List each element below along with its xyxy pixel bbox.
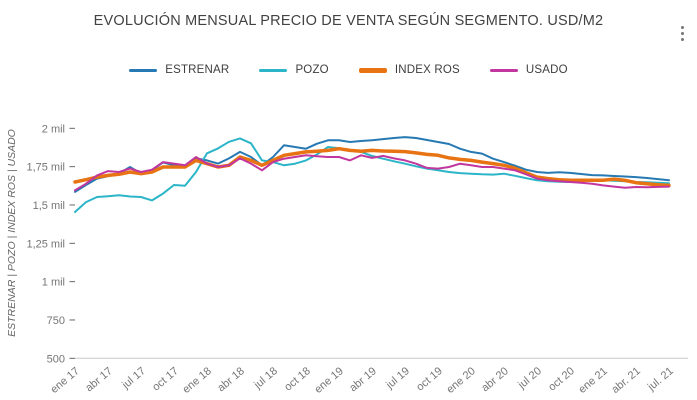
legend-item-index-ros: INDEX ROS — [358, 64, 460, 76]
x-tick-label: abr 20 — [479, 365, 511, 394]
x-tick-label: ene 17 — [48, 365, 81, 396]
x-tick-label: oct 18 — [282, 365, 313, 393]
x-tick-label: oct 17 — [150, 365, 181, 393]
legend-swatch-pozo — [259, 68, 288, 72]
y-tick-label: 1,5 mil — [33, 200, 65, 212]
legend-item-estrenar: ESTRENAR — [129, 64, 229, 76]
x-tick-label: abr 19 — [347, 365, 379, 394]
x-tick-label: jul 20 — [515, 365, 544, 392]
x-tick-label: oct 20 — [546, 365, 577, 393]
x-tick-label: jul. 21 — [645, 365, 676, 394]
y-tick-label: 1,25 mil — [26, 238, 65, 250]
legend-swatch-usado — [489, 68, 518, 72]
legend-label-estrenar: ESTRENAR — [165, 64, 230, 76]
chart-menu-button[interactable] — [673, 20, 691, 46]
y-tick-label: 500 — [47, 353, 65, 365]
chart-title: EVOLUCIÓN MENSUAL PRECIO DE VENTA SEGÚN … — [93, 13, 604, 29]
x-tick-label: ene 21 — [576, 365, 609, 396]
x-tick-label: ene 19 — [312, 365, 345, 396]
x-tick-label: ene 20 — [444, 365, 477, 396]
y-tick-label: 2 mil — [42, 123, 65, 135]
x-tick-label: abr. 21 — [609, 365, 642, 396]
legend-label-usado: USADO — [525, 64, 568, 76]
legend-label-pozo: POZO — [295, 64, 329, 76]
legend-label-index-ros: INDEX ROS — [394, 64, 460, 76]
x-tick-label: jul 18 — [251, 365, 280, 392]
series-line-estrenar — [74, 136, 670, 193]
y-tick-label: 750 — [47, 315, 65, 327]
x-tick-label: ene 18 — [180, 365, 213, 396]
x-tick-label: abr 18 — [215, 365, 247, 394]
y-axis-title: ESTRENAR | POZO | INDEX ROS | USADO — [6, 129, 18, 337]
chart-legend: ESTRENAR POZO INDEX ROS USADO — [0, 64, 697, 76]
series-line-index-ros — [73, 146, 671, 188]
y-tick-label: 1,75 mil — [26, 162, 65, 174]
legend-item-pozo: POZO — [259, 64, 329, 76]
legend-swatch-index-ros — [358, 67, 387, 73]
kebab-menu-icon — [680, 25, 684, 41]
x-tick-label: abr 17 — [83, 365, 115, 394]
y-tick-label: 1 mil — [42, 277, 65, 289]
series-line-usado — [74, 154, 670, 192]
legend-swatch-estrenar — [129, 68, 158, 72]
x-tick-label: jul 17 — [119, 365, 148, 392]
x-tick-label: oct 19 — [414, 365, 445, 393]
x-tick-label: jul 19 — [383, 365, 412, 392]
legend-item-usado: USADO — [489, 64, 568, 76]
